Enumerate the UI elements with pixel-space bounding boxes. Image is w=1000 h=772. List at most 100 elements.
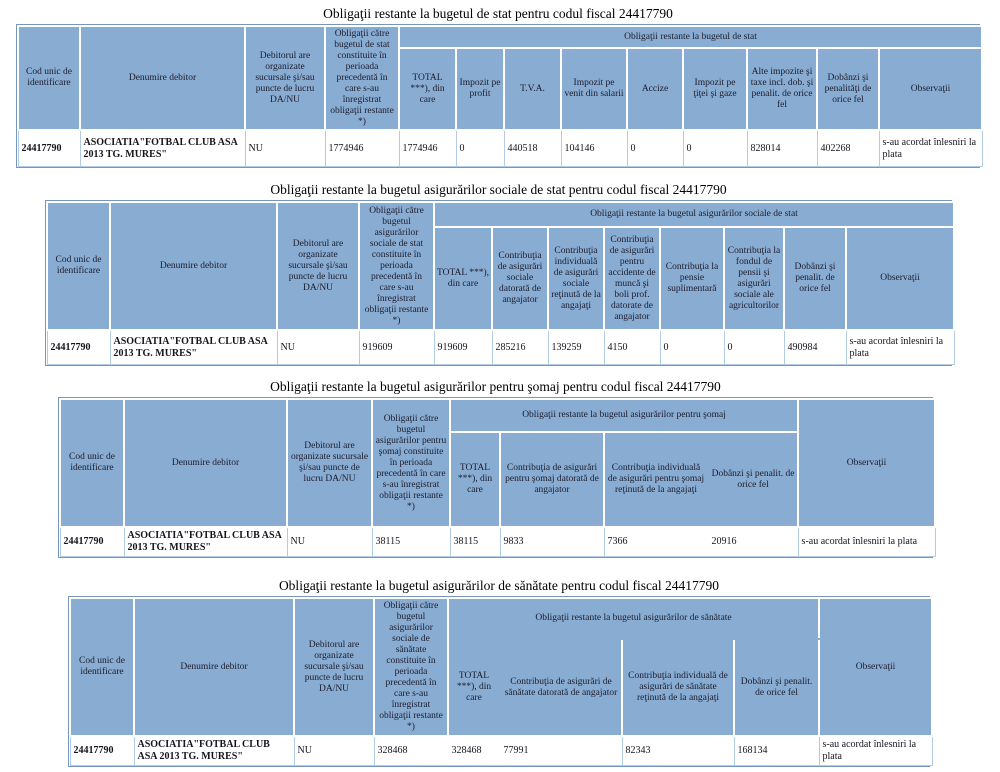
col-header-observatii: Observaţii [818, 597, 934, 737]
data-cell-impozit-titei: 0 [682, 129, 748, 167]
col-header-obligatii-precedente: Obligaţii către bugetul asigurărilor soc… [373, 597, 449, 737]
table-frame: Cod unic de identificare Denumire debito… [16, 24, 984, 168]
data-cell-cod: 24417790 [69, 735, 135, 766]
sub-header-dobanzi: Dobânzi şi penalităţi de orice fel [816, 47, 880, 131]
table-title: Obligaţii restante la bugetul asigurăril… [270, 379, 721, 394]
sub-header-alte-impozite: Alte impozite şi taxe incl. dob. şi pena… [746, 47, 818, 131]
col-header-denumire-debitor: Denumire debitor [123, 398, 288, 528]
col-header-cod-unic: Cod unic de identificare [46, 201, 111, 331]
sub-header-accidente-munca: Contribuţia de asigurări pentru accident… [603, 226, 661, 331]
sub-header-impozit-profit: Impozit pe profit [455, 47, 505, 131]
sub-header-row: TOTAL ***), din care Contribuţia de asig… [60, 431, 935, 528]
data-cell-total: 38115 [449, 526, 501, 557]
data-cell-observatii: s-au acordat înlesniri la plata [818, 735, 933, 766]
sub-header-tva: T.V.A. [503, 47, 562, 131]
data-cell-accidente-munca: 4150 [603, 329, 661, 365]
table-title: Obligaţii restante la bugetul asigurăril… [270, 182, 727, 197]
col-header-sucursale: Debitorul are organizate sucursale şi/sa… [286, 398, 373, 528]
table-row: 24417790 ASOCIATIA"FOTBAL CLUB ASA 2013 … [69, 735, 933, 766]
data-cell-dobanzi: 20916 [707, 526, 799, 557]
sub-header-dobanzi: Dobânzi şi penalit. de orice fel [706, 431, 800, 528]
sub-header-dobanzi: Dobânzi şi penalit. de orice fel [783, 226, 847, 331]
col-header-obligatii-precedente: Obligaţii către bugetul asigurărilor soc… [358, 201, 435, 331]
data-cell-somaj-angajator: 9833 [499, 526, 605, 557]
col-header-denumire-debitor: Denumire debitor [133, 597, 295, 737]
group-header: Obligaţii restante la bugetul asigurăril… [446, 597, 821, 640]
data-cell-obligatii-precedente: 328468 [373, 735, 449, 766]
sub-header-fond-agricultori: Contribuţia la fondul de pensii şi asigu… [723, 226, 785, 331]
col-header-sucursale: Debitorul are organizate sucursale şi/sa… [244, 25, 326, 131]
table-frame: Cod unic de identificare Denumire debito… [45, 200, 955, 366]
data-cell-tva: 440518 [503, 129, 562, 167]
data-cell-dobanzi: 490984 [783, 329, 847, 365]
sub-header-total: TOTAL ***), din care [398, 47, 457, 131]
col-header-sucursale: Debitorul are organizate sucursale şi/sa… [276, 201, 360, 331]
sub-header-sanatate-individuala: Contribuţia individuală de asigurări de … [621, 638, 735, 737]
health-insurance-table: Cod unic de identificare Denumire debito… [69, 597, 934, 766]
group-header: Obligaţii restante la bugetul de stat [397, 25, 984, 49]
data-cell-somaj-individuala: 7366 [603, 526, 709, 557]
sub-header-somaj-angajator: Contribuţia de asigurări pentru şomaj da… [499, 431, 605, 528]
data-cell-denumire: ASOCIATIA"FOTBAL CLUB ASA 2013 TG. MURES… [109, 329, 278, 365]
data-cell-cod: 24417790 [59, 526, 125, 557]
sub-header-row: TOTAL ***), din care Contribuţia de asig… [47, 226, 955, 331]
data-cell-obligatii-precedente: 38115 [371, 526, 451, 557]
group-header-row: Cod unic de identificare Denumire debito… [59, 398, 937, 528]
col-header-obligatii-precedente: Obligaţii către bugetul asigurărilor pen… [371, 398, 451, 528]
sub-header-total: TOTAL ***), din care [447, 638, 501, 737]
table-frame: Cod unic de identificare Denumire debito… [58, 397, 937, 558]
col-header-obligatii-precedente: Obligaţii către bugetul de stat constitu… [324, 25, 400, 131]
sub-header-somaj-individuala: Contribuţia individuală de asigurări pen… [603, 431, 709, 528]
col-header-cod-unic: Cod unic de identificare [69, 597, 135, 737]
col-header-denumire-debitor: Denumire debitor [79, 25, 246, 131]
data-cell-sucursale: NU [286, 526, 373, 557]
table-title: Obligaţii restante la bugetul de stat pe… [323, 6, 673, 21]
col-header-sucursale: Debitorul are organizate sucursale şi/sa… [293, 597, 375, 737]
table-title: Obligaţii restante la bugetul asigurăril… [278, 578, 720, 593]
data-cell-dobanzi: 168134 [733, 735, 820, 766]
group-header-row: Cod unic de identificare Denumire debito… [69, 597, 934, 737]
table-row: 24417790 ASOCIATIA"FOTBAL CLUB ASA 2013 … [46, 329, 955, 365]
sub-header-sanatate-angajator: Contribuţia de asigurări de sănătate dat… [499, 638, 623, 737]
data-cell-pensie-suplimentara: 0 [659, 329, 725, 365]
group-header-row: Cod unic de identificare Denumire debito… [46, 201, 955, 331]
data-cell-sanatate-angajator: 77991 [499, 735, 623, 766]
sub-header-dobanzi: Dobânzi şi penalit. de orice fel [732, 638, 821, 737]
data-cell-total: 328468 [447, 735, 501, 766]
data-cell-total: 919609 [433, 329, 493, 365]
data-cell-alte-impozite: 828014 [746, 129, 818, 167]
col-header-cod-unic: Cod unic de identificare [59, 398, 125, 528]
sub-header-total: TOTAL ***), din care [433, 226, 493, 331]
health-insurance-section: Obligaţii restante la bugetul asigurăril… [68, 577, 934, 767]
sub-header-observatii: Observaţii [877, 47, 984, 131]
data-cell-total: 1774946 [398, 129, 457, 167]
sub-header-cas-angajator: Contribuţia de asigurări sociale datorat… [491, 226, 549, 331]
sub-header-cas-individuala: Contribuţia individuală de asigurări soc… [547, 226, 605, 331]
sub-header-pensie-suplimentara: Contribuţia la pensie suplimentară [659, 226, 725, 331]
state-budget-table: Cod unic de identificare Denumire debito… [17, 25, 984, 167]
state-budget-section: Obligaţii restante la bugetul de stat pe… [16, 5, 984, 168]
col-header-observatii: Observaţii [797, 398, 937, 528]
sub-header-observatii: Observaţii [845, 226, 955, 331]
data-cell-sucursale: NU [276, 329, 360, 365]
data-cell-denumire: ASOCIATIA"FOTBAL CLUB ASA 2013 TG. MURES… [133, 735, 295, 766]
col-header-cod-unic: Cod unic de identificare [17, 25, 81, 131]
data-cell-cas-angajator: 285216 [491, 329, 549, 365]
col-header-denumire-debitor: Denumire debitor [109, 201, 278, 331]
data-cell-cas-individuala: 139259 [547, 329, 605, 365]
data-cell-sucursale: NU [244, 129, 326, 167]
sub-header-row: TOTAL ***), din care Impozit pe profit T… [18, 47, 984, 131]
sub-header-impozit-salarii: Impozit pe venit din salarii [560, 47, 628, 131]
data-cell-obligatii-precedente: 919609 [358, 329, 435, 365]
data-cell-accize: 0 [626, 129, 684, 167]
data-cell-cod: 24417790 [17, 129, 81, 167]
table-frame: Cod unic de identificare Denumire debito… [68, 596, 934, 767]
table-row: 24417790 ASOCIATIA"FOTBAL CLUB ASA 2013 … [59, 526, 936, 557]
group-header-row: Cod unic de identificare Denumire debito… [17, 25, 984, 131]
data-cell-observatii: s-au acordat înlesniri la plata [845, 329, 955, 365]
data-cell-sucursale: NU [293, 735, 375, 766]
group-header: Obligaţii restante la bugetul asigurăril… [433, 201, 955, 228]
sub-header-row: TOTAL ***), din care Contribuţia de asig… [70, 638, 932, 737]
data-cell-impozit-salarii: 104146 [560, 129, 628, 167]
